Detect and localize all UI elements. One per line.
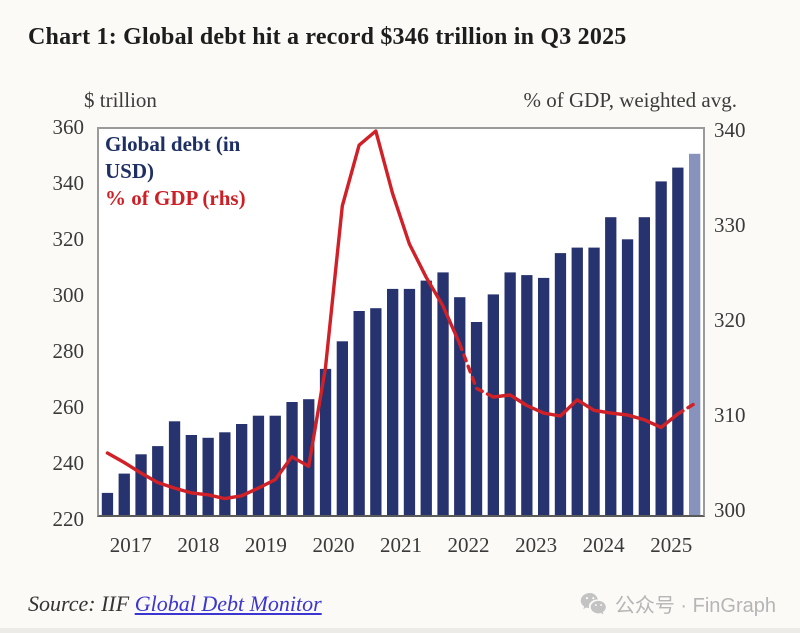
left-tick-220: 220: [52, 507, 85, 531]
gdp-line-dashed: [458, 342, 495, 399]
chart-legend: Global debt (in USD) % of GDP (rhs): [105, 131, 283, 212]
bar-2025Q3: [672, 167, 684, 515]
plot-svg: [101, 129, 701, 515]
bar-2022Q1: [437, 272, 449, 515]
bar-2023Q2: [521, 275, 533, 515]
left-tick-320: 320: [52, 227, 85, 251]
x-tick-2021: 2021: [380, 533, 422, 557]
x-tick-2019: 2019: [244, 533, 287, 557]
bar-2022Q3: [470, 322, 483, 515]
chart-title: Chart 1: Global debt hit a record $346 t…: [28, 24, 627, 50]
bar-2019Q2: [252, 415, 265, 515]
bar-2017Q2: [118, 473, 130, 515]
bar-2018Q4: [219, 432, 231, 515]
gdp-line: [491, 393, 680, 430]
bar-2024Q3: [605, 217, 617, 515]
bar-2024Q4: [621, 239, 634, 515]
left-tick-280: 280: [52, 339, 85, 363]
left-tick-260: 260: [52, 395, 85, 419]
bottom-strip: [0, 628, 800, 633]
right-tick-300: 300: [714, 498, 746, 522]
right-tick-340: 340: [714, 118, 746, 142]
bar-2022Q2: [454, 297, 466, 515]
bar-2021Q3: [403, 288, 416, 515]
x-tick-2025: 2025: [650, 533, 693, 557]
bar-2017Q3: [135, 454, 147, 515]
bar-2023Q3: [538, 277, 550, 515]
bar-2021Q2: [387, 288, 399, 515]
x-tick-2024: 2024: [582, 533, 625, 557]
left-tick-340: 340: [52, 171, 85, 195]
bar-2025Q2: [655, 181, 667, 515]
bar-2019Q1: [236, 424, 248, 515]
watermark: 公众号 · FinGraph: [580, 589, 776, 618]
gdp-line-dashed: [676, 401, 697, 416]
left-tick-300: 300: [52, 283, 85, 307]
bar-2018Q1: [168, 421, 181, 515]
bar-2019Q3: [269, 415, 281, 515]
wechat-icon: [580, 592, 607, 615]
source-prefix: Source: IIF: [28, 591, 135, 616]
bar-2024Q1: [571, 247, 583, 515]
bar-2020Q2: [319, 368, 332, 515]
legend-global-debt: Global debt (in USD): [105, 132, 241, 183]
bar-2020Q4: [353, 311, 365, 515]
x-tick-2020: 2020: [312, 533, 355, 557]
left-axis-caption: $ trillion: [84, 88, 157, 112]
bar-2018Q3: [202, 437, 214, 515]
right-tick-330: 330: [714, 213, 746, 237]
x-tick-2017: 2017: [109, 533, 152, 557]
bar-2025Q4: [689, 153, 701, 515]
bar-2022Q4: [487, 294, 499, 515]
right-tick-320: 320: [714, 308, 746, 332]
bar-2018Q2: [185, 435, 197, 515]
source-link[interactable]: Global Debt Monitor: [134, 591, 322, 616]
source-line: Source: IIF Global Debt Monitor: [28, 591, 322, 617]
bar-2020Q3: [336, 341, 348, 515]
bar-2021Q4: [420, 280, 432, 515]
plot-area: [97, 127, 705, 517]
left-tick-240: 240: [52, 451, 85, 475]
bar-2017Q4: [152, 446, 164, 515]
gdp-line: [105, 129, 462, 501]
bar-2023Q4: [554, 253, 567, 515]
left-tick-360: 360: [52, 115, 85, 139]
x-tick-2023: 2023: [515, 533, 558, 557]
right-tick-310: 310: [714, 403, 746, 427]
bar-2025Q1: [638, 217, 650, 515]
x-tick-2022: 2022: [447, 533, 490, 557]
watermark-text: 公众号 · FinGraph: [614, 595, 776, 617]
legend-pct-gdp: % of GDP (rhs): [105, 186, 246, 210]
bar-2024Q2: [588, 247, 600, 515]
bar-2017Q1: [101, 492, 114, 515]
x-tick-2018: 2018: [177, 533, 220, 557]
bar-2021Q1: [370, 308, 382, 515]
right-axis-caption: % of GDP, weighted avg.: [523, 88, 737, 112]
